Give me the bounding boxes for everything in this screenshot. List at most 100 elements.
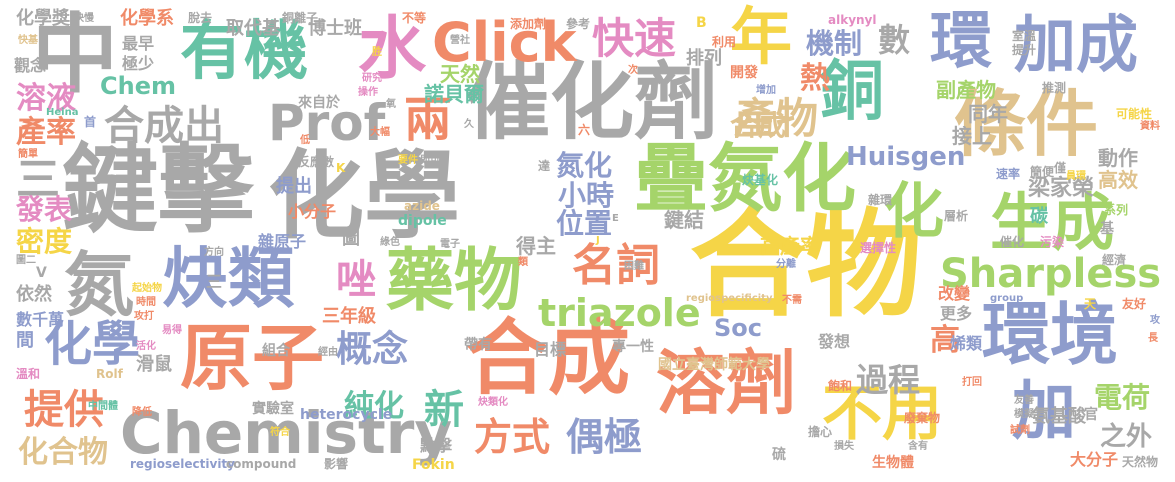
word: 不需 — [782, 295, 802, 306]
word: 名詞 — [572, 240, 660, 291]
word: 專一性 — [612, 339, 654, 355]
word: 接上 — [952, 124, 992, 148]
word: 僅 — [1054, 161, 1067, 175]
word: 偶極 — [566, 415, 643, 459]
word: 開發 — [730, 65, 758, 81]
word: 易得 — [162, 325, 182, 336]
word: 可能性 — [1116, 107, 1153, 121]
word: compound — [226, 457, 297, 471]
word: 最早 — [122, 34, 155, 53]
word: 氮化 — [556, 149, 613, 182]
word: 要件 — [398, 155, 418, 166]
word: 提供 — [24, 387, 104, 433]
word: 觀念 — [14, 56, 47, 75]
word: 催化劑 — [466, 53, 719, 151]
word: 三年級 — [322, 306, 376, 327]
word: 分離 — [776, 259, 796, 270]
word: 綠色 — [380, 237, 400, 248]
word: 飽和 — [828, 379, 853, 393]
word: 大分子 — [1070, 450, 1119, 469]
word: azide — [404, 199, 440, 213]
word: 銅離子 — [282, 11, 319, 25]
word: alkynyl — [828, 13, 877, 27]
word: 友好 — [1122, 297, 1147, 311]
word: 數千萬 — [16, 310, 65, 329]
word: 溶劑 — [656, 342, 796, 424]
word: 經濟 — [1102, 253, 1127, 267]
word: 熱 — [800, 61, 830, 96]
word: 化學 — [268, 140, 460, 252]
word: 高 — [930, 323, 960, 358]
word: 達 — [538, 159, 551, 173]
word: 天然 — [440, 62, 480, 86]
word: 攻 — [1150, 315, 1160, 326]
word: 博士班 — [308, 18, 362, 39]
word: Heina — [46, 107, 79, 118]
word: 中 — [32, 5, 118, 105]
word: 加成 — [1014, 8, 1139, 81]
word: 降低 — [132, 407, 152, 418]
word: 小時 — [558, 179, 615, 212]
word: 數 — [878, 21, 911, 59]
word: 水 — [358, 10, 427, 89]
word: 脫去 — [188, 11, 213, 25]
word: 低 — [300, 135, 310, 146]
word: 環境 — [982, 296, 1119, 375]
word: 合物 — [690, 198, 922, 333]
word: 取代基 — [226, 18, 280, 39]
word: 帶有 — [464, 337, 492, 353]
word: 不等 — [402, 11, 427, 25]
word: 攻打 — [134, 311, 154, 322]
word: 含有 — [908, 441, 928, 452]
word: 系列 — [1104, 203, 1129, 217]
word: 年 — [730, 0, 793, 73]
word: 唑 — [336, 257, 376, 303]
word: Chemistry — [120, 399, 453, 467]
word: 化學系 — [120, 8, 174, 29]
word: 電荷 — [1094, 381, 1151, 414]
word: 銅 — [820, 55, 884, 129]
word: 氨基酸 — [1032, 406, 1086, 427]
word: 藥物 — [386, 242, 523, 321]
word: Rolf — [96, 367, 123, 381]
word: 長 — [1148, 333, 1158, 344]
word: 時間 — [136, 297, 156, 308]
word: 圖二 — [16, 255, 36, 266]
word: Chem — [100, 72, 176, 100]
word: 諾貝爾 — [424, 82, 484, 106]
word: 動作 — [1098, 146, 1138, 170]
word: 試劑 — [1010, 425, 1030, 436]
word: 合成出 — [104, 103, 224, 149]
word: 研究 — [362, 73, 382, 84]
word: 方式 — [474, 415, 551, 459]
word: 官 — [1084, 407, 1098, 423]
word: 擔心 — [808, 425, 833, 439]
word: 鍵結 — [664, 208, 704, 232]
word: Fokin — [412, 457, 455, 473]
word: 打回 — [962, 377, 982, 388]
word: 溶液 — [16, 81, 76, 116]
word: 生物體 — [872, 455, 914, 471]
word: 原子 — [180, 316, 325, 400]
word: 快慢 — [74, 13, 94, 24]
word: 極少 — [122, 54, 155, 73]
word: 依然 — [16, 284, 52, 305]
word: 環 — [930, 4, 993, 77]
word: 得主 — [516, 234, 556, 258]
word: 新 — [424, 387, 464, 433]
word: Huisgen — [846, 142, 966, 172]
word: Sharpless — [940, 251, 1162, 297]
word: regiospecificity — [686, 293, 773, 304]
word: 氧 — [386, 99, 396, 110]
word: K — [336, 161, 346, 175]
word: 產物 — [734, 94, 819, 143]
word: 兩 — [404, 92, 453, 148]
word: 梁家榮 — [1028, 176, 1095, 201]
word: 資料 — [1140, 121, 1160, 132]
word: 圖 — [342, 228, 360, 249]
word: regioselectivity — [130, 457, 235, 471]
word: 組合 — [262, 343, 290, 359]
word: 點擊 — [420, 436, 453, 455]
word: 化 — [884, 177, 944, 247]
